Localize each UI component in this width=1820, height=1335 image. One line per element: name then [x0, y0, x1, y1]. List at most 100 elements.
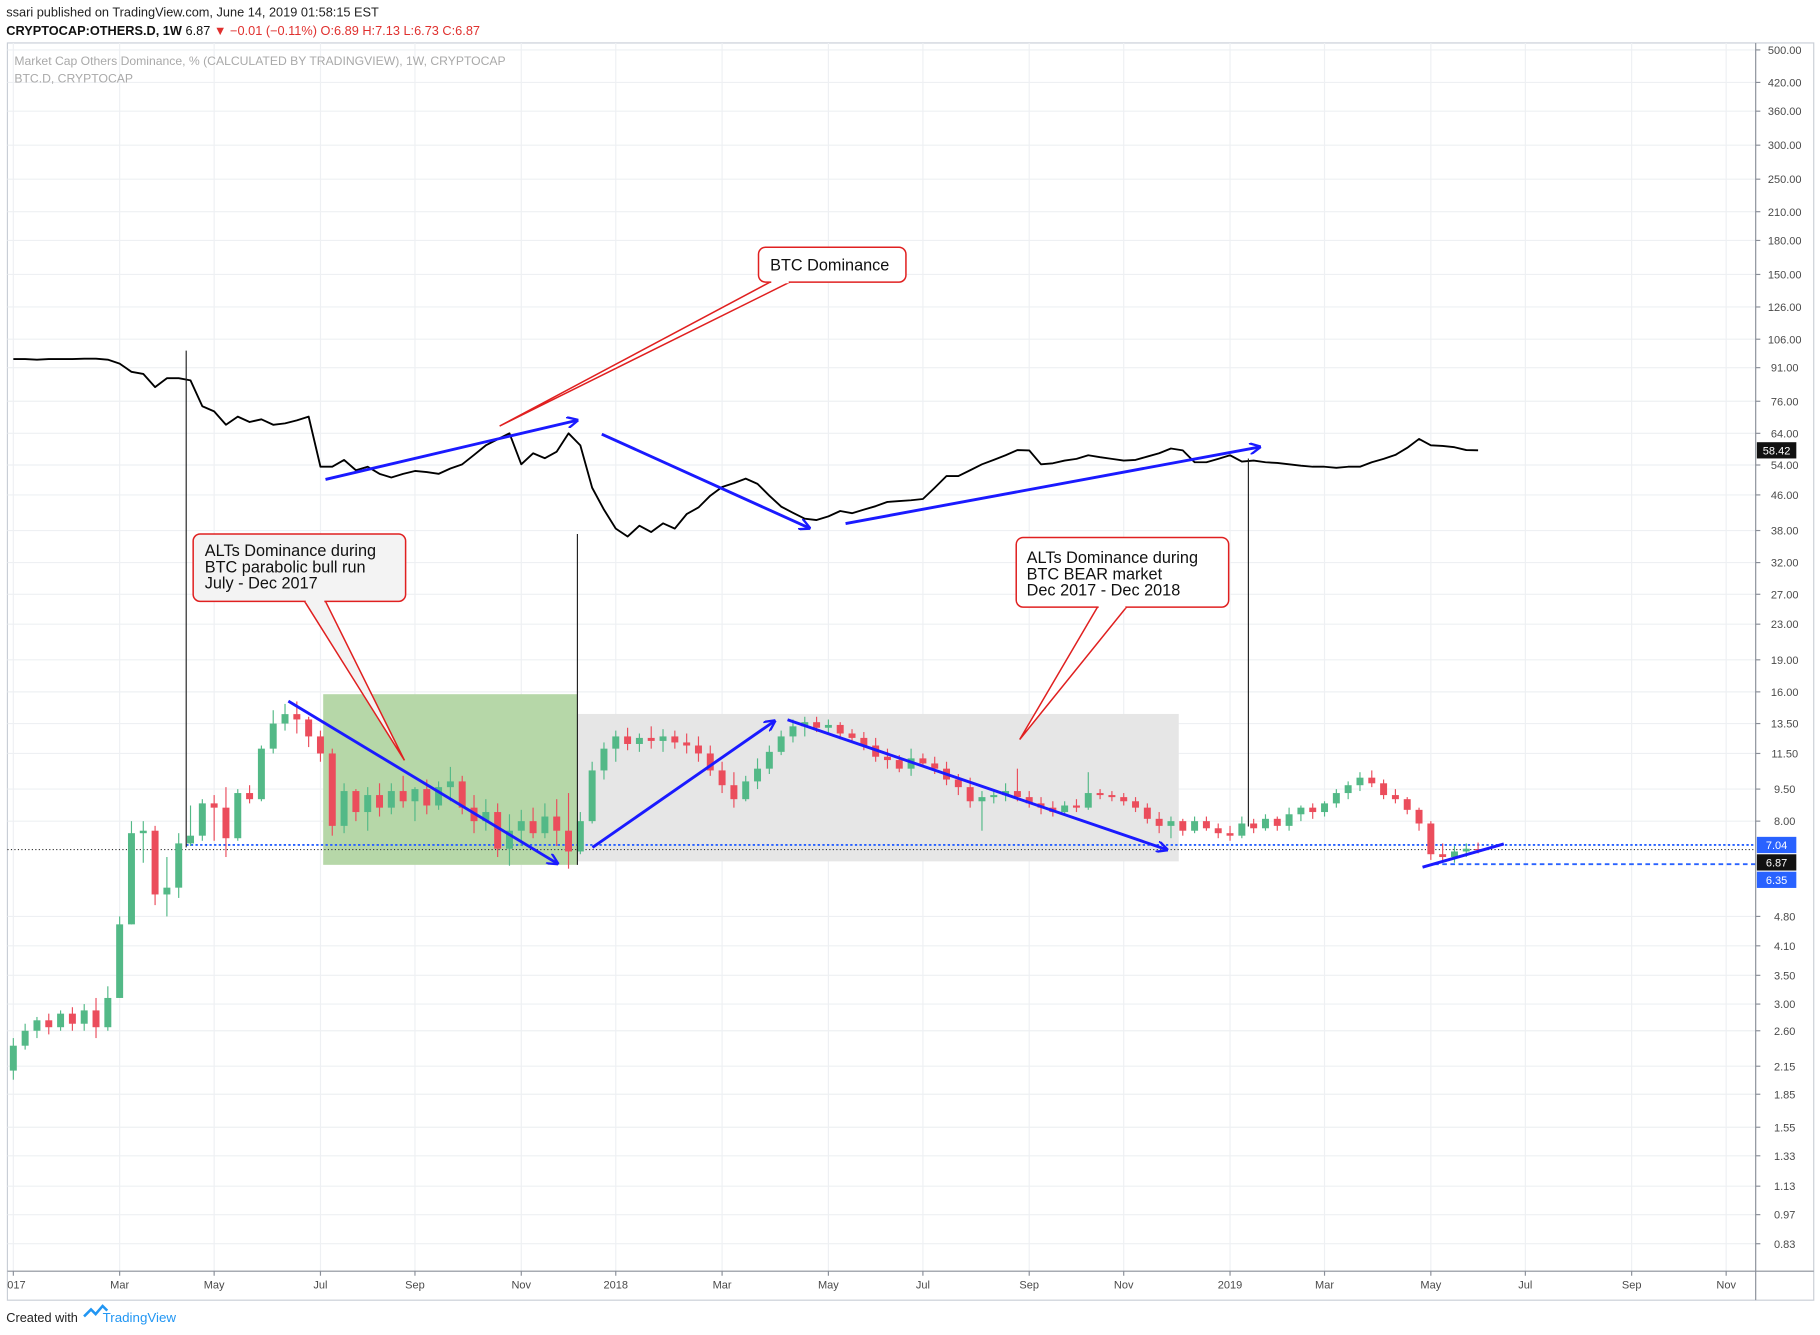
candle-body	[494, 812, 502, 849]
candle-body	[482, 812, 490, 822]
candle-body	[954, 779, 962, 788]
candle-body	[198, 803, 206, 836]
candle-body	[789, 726, 797, 737]
y-tick-label: 4.10	[1774, 941, 1795, 953]
candle-body	[1238, 823, 1246, 836]
y-tick-label: 106.00	[1768, 334, 1802, 346]
zones	[323, 694, 1179, 865]
y-tick-label: 64.00	[1771, 428, 1799, 440]
candle-body	[257, 748, 265, 800]
candle-body	[1179, 821, 1187, 831]
candle-body	[246, 793, 254, 800]
candle-body	[1380, 783, 1388, 796]
callout-line: BTC BEAR market	[1027, 565, 1163, 583]
candle-body	[139, 830, 147, 834]
callout-line: ALTs Dominance during	[205, 542, 376, 560]
y-tick-label: 8.00	[1774, 816, 1795, 828]
chart-frame	[6, 42, 1815, 1301]
price-tag	[1756, 854, 1797, 871]
candle-body	[116, 924, 124, 998]
change: ▼ −0.01 (−0.11%)	[214, 23, 317, 38]
y-tick-label: 2.60	[1774, 1026, 1795, 1038]
x-tick-label: Jul	[916, 1280, 930, 1292]
y-tick-label: 300.00	[1768, 140, 1802, 152]
candle-body	[1462, 848, 1470, 852]
candle-body	[328, 753, 336, 826]
y-tick-label: 11.50	[1771, 749, 1798, 761]
x-tick-label: Mar	[1315, 1280, 1334, 1292]
y-tick-label: 23.00	[1771, 619, 1799, 631]
x-tick-label: 2019	[1218, 1280, 1243, 1292]
y-tick-label: 150.00	[1768, 270, 1802, 282]
drawings: BTC Dominance ALTs Dominance during BTC …	[185, 246, 1505, 869]
candle-body	[1108, 795, 1116, 798]
candle-body	[978, 797, 986, 802]
candle-body	[1391, 795, 1399, 800]
candle-body	[458, 781, 466, 808]
candle-body	[529, 821, 537, 834]
candle-body	[104, 997, 112, 1028]
candle-body	[1025, 797, 1033, 804]
x-tick-label: 2017	[1, 1280, 26, 1292]
candle-body	[399, 791, 407, 802]
candle-body	[706, 753, 714, 771]
callout-line: BTC Dominance	[770, 256, 889, 274]
x-tick-labels: 2017 Mar May Jul Sep Nov 2018 Mar May Jul Sep Nov 20…	[1, 1271, 1736, 1292]
candle-body	[1120, 797, 1128, 802]
candle-body	[269, 723, 277, 749]
y-tick-label: 4.80	[1774, 911, 1795, 923]
callout-line: BTC parabolic bull run	[205, 558, 366, 576]
candle-body	[505, 830, 513, 849]
candle-body	[222, 807, 230, 839]
candle-body	[1202, 821, 1210, 829]
candle-body	[92, 1010, 100, 1028]
candle-body	[694, 745, 702, 754]
y-tick-label: 180.00	[1768, 236, 1802, 248]
y-tick-label: 19.00	[1771, 655, 1799, 667]
candle-body	[1439, 854, 1447, 858]
x-tick-label: May	[204, 1280, 225, 1292]
candle-body	[777, 736, 785, 752]
trend-arrow	[591, 721, 775, 849]
candle-body	[1368, 777, 1376, 784]
candle-body	[883, 756, 891, 761]
publisher: ssari published on TradingView.com, June…	[6, 4, 379, 19]
candle-body	[1250, 823, 1258, 829]
price-tag	[1756, 442, 1797, 459]
candle-body	[423, 789, 431, 806]
y-tick-label: 500.00	[1768, 45, 1802, 57]
candle-body	[553, 816, 561, 831]
price-tag-label: 7.04	[1766, 840, 1787, 852]
candle-body	[754, 768, 762, 782]
brand-logo	[83, 1304, 109, 1318]
y-tick-label: 2.15	[1774, 1061, 1795, 1073]
candle-body	[1155, 818, 1163, 826]
price-tag	[1756, 871, 1797, 888]
candle-body	[234, 793, 242, 839]
x-tick-label: Mar	[713, 1280, 732, 1292]
candle-body	[931, 763, 939, 769]
y-tick-label: 1.33	[1774, 1151, 1795, 1163]
legend-entry: Market Cap Others Dominance, % (CALCULAT…	[14, 54, 505, 68]
price-tag	[1756, 836, 1797, 854]
candle-body	[1427, 823, 1435, 855]
price-tag-label: 6.87	[1766, 857, 1787, 869]
candle-body	[624, 736, 632, 744]
candle-body	[919, 758, 927, 764]
candle-body	[1084, 793, 1092, 808]
y-tick-label: 9.50	[1774, 784, 1795, 796]
y-tick-label: 27.00	[1771, 589, 1799, 601]
footer-brand[interactable]: TradingView	[103, 1310, 177, 1325]
x-tick-label: Mar	[110, 1280, 129, 1292]
candle-body	[21, 1030, 29, 1046]
candle-body	[1297, 807, 1305, 815]
candle-body	[151, 830, 159, 895]
x-tick-label: Jul	[313, 1280, 327, 1292]
candle-body	[1261, 818, 1269, 829]
candle-body	[1332, 793, 1340, 804]
candle-body	[848, 733, 856, 738]
y-tick-label: 76.00	[1771, 396, 1799, 408]
candle-body	[813, 722, 821, 728]
callout-line: Dec 2017 - Dec 2018	[1027, 582, 1181, 600]
